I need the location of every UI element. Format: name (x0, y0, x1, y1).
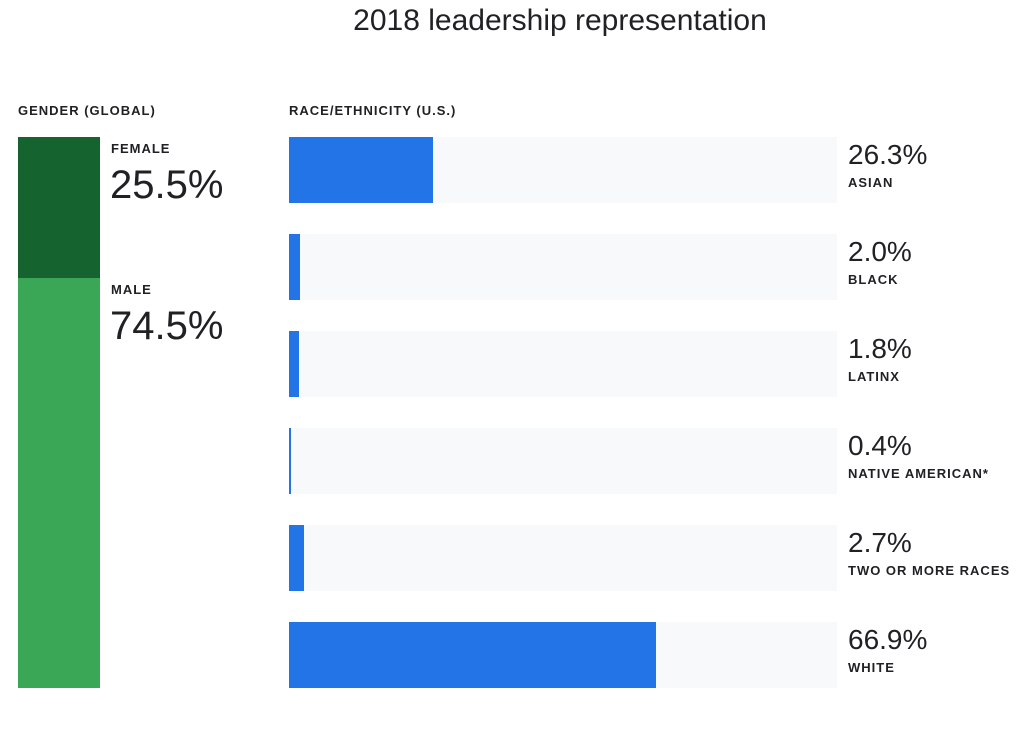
race-value-label: 66.9% (848, 624, 928, 655)
race-bar (289, 525, 304, 591)
race-bar (289, 331, 299, 397)
race-bar (289, 137, 434, 203)
race-value-label: 2.0% (848, 236, 912, 267)
race-bar-track (289, 331, 837, 397)
race-section-label: RACE/ETHNICITY (U.S.) (289, 103, 457, 118)
chart-title: 2018 leadership representation (353, 4, 767, 37)
race-bar (289, 428, 292, 494)
gender-bar-male (18, 277, 100, 688)
gender-value-male: 74.5% (110, 303, 224, 348)
race-category-label: WHITE (848, 660, 895, 675)
race-bar (289, 234, 300, 300)
race-bar-track (289, 234, 837, 300)
race-value-label: 0.4% (848, 430, 912, 461)
race-value-label: 26.3% (848, 139, 928, 170)
race-value-label: 1.8% (848, 333, 912, 364)
race-category-label: LATINX (848, 369, 900, 384)
race-value-label: 2.7% (848, 527, 912, 558)
race-category-label: NATIVE AMERICAN* (848, 466, 989, 481)
race-bar-track (289, 622, 837, 688)
race-category-label: TWO OR MORE RACES (848, 563, 1011, 578)
gender-bar-female (18, 137, 100, 278)
race-bar-track (289, 137, 837, 203)
race-category-label: BLACK (848, 272, 899, 287)
gender-section-label: GENDER (GLOBAL) (18, 103, 156, 118)
gender-label-male: MALE (111, 281, 152, 297)
gender-value-female: 25.5% (110, 163, 224, 207)
race-bar-track (289, 428, 837, 494)
race-category-label: ASIAN (848, 175, 894, 190)
race-bar (289, 622, 656, 688)
race-bar-track (289, 525, 837, 591)
gender-label-female: FEMALE (111, 141, 171, 156)
